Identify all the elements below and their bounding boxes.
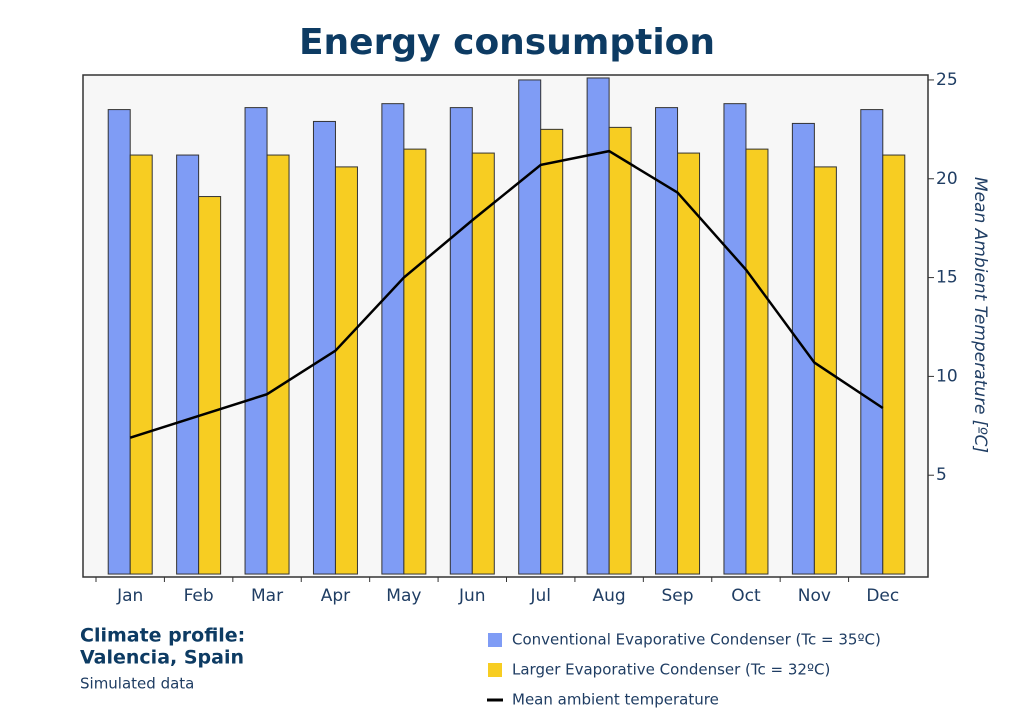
bar <box>334 166 358 575</box>
bar <box>198 196 222 575</box>
y2-tick-label: 15 <box>936 268 958 288</box>
bar <box>655 107 679 575</box>
y2-tick-label: 20 <box>936 169 958 189</box>
x-tick-label: Nov <box>798 586 831 606</box>
x-tick-label: Jan <box>116 586 143 606</box>
bar <box>129 154 153 575</box>
x-tick-label: Jun <box>458 586 486 606</box>
x-tick-label: Mar <box>251 586 283 606</box>
y2-tick-label: 25 <box>936 70 958 90</box>
bar <box>312 120 336 575</box>
note: Simulated data <box>80 675 194 693</box>
bar <box>449 107 473 575</box>
x-tick-label: Feb <box>184 586 214 606</box>
bar <box>403 148 427 575</box>
legend-swatch <box>488 633 502 647</box>
x-tick-label: Aug <box>593 586 626 606</box>
legend-label: Conventional Evaporative Condenser (Tc =… <box>512 631 881 649</box>
bar <box>107 109 131 575</box>
bar <box>471 152 495 575</box>
y2-tick-label: 5 <box>936 465 947 485</box>
x-tick-label: Dec <box>866 586 899 606</box>
legend-label: Mean ambient temperature <box>512 691 719 709</box>
bar <box>381 103 405 575</box>
y2-tick-label: 10 <box>936 366 958 386</box>
note-title: Valencia, Spain <box>80 647 244 669</box>
legend-label: Larger Evaporative Condenser (Tc = 32ºC) <box>512 661 830 679</box>
legend-swatch <box>488 663 502 677</box>
x-tick-label: Oct <box>731 586 761 606</box>
chart-title: Energy consumption <box>299 22 715 63</box>
bar <box>176 154 200 575</box>
x-tick-label: Jul <box>529 586 551 606</box>
bar <box>608 126 632 575</box>
x-tick-label: Sep <box>662 586 694 606</box>
bar <box>882 154 906 575</box>
bar <box>244 107 268 575</box>
x-tick-label: May <box>386 586 421 606</box>
y2-axis-label: Mean Ambient Temperature [ºC] <box>970 177 990 453</box>
bar <box>540 128 564 575</box>
x-tick-label: Apr <box>321 586 350 606</box>
note-title: Climate profile: <box>80 625 245 647</box>
bar <box>266 154 290 575</box>
bar <box>745 148 769 575</box>
bar <box>860 109 884 575</box>
bar <box>677 152 701 575</box>
bar <box>518 79 542 575</box>
line <box>129 149 884 439</box>
bar <box>723 103 747 575</box>
